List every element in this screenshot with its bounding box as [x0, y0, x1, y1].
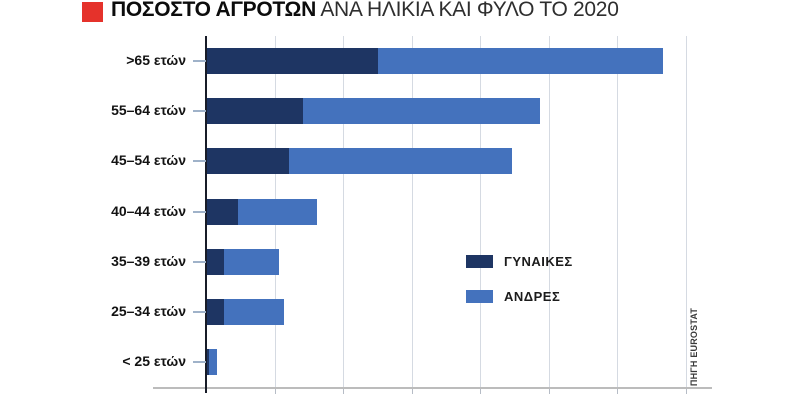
bar-segment-women: [207, 148, 290, 175]
y-axis-tick: [193, 110, 206, 113]
x-axis-tick: [274, 389, 276, 394]
bar-segment-women: [207, 198, 238, 225]
chart-title-bold: ΠΟΣΟΣΤΟ ΑΓΡΟΤΩΝ: [111, 0, 316, 21]
gridline: [548, 36, 550, 387]
bar-segment-men: [289, 148, 513, 175]
chart-title-rest: ΑΝΑ ΗΛΙΚΙΑ ΚΑΙ ΦΥΛΟ ΤΟ 2020: [315, 0, 619, 21]
x-axis-tick: [411, 389, 413, 394]
y-axis-line: [205, 36, 207, 393]
y-axis-tick: [193, 310, 206, 313]
bar-segment-women: [207, 48, 379, 75]
y-axis-label: < 25 ετών: [122, 352, 186, 369]
legend-label: ΑΝΔΡΕΣ: [504, 289, 561, 304]
bar-segment-men: [209, 348, 217, 375]
y-axis-tick: [193, 160, 206, 163]
bar-segment-women: [207, 298, 225, 325]
chart-title: ΠΟΣΟΣΤΟ ΑΓΡΟΤΩΝ ΑΝΑ ΗΛΙΚΙΑ ΚΑΙ ΦΥΛΟ ΤΟ 2…: [111, 0, 619, 22]
legend-label: ΓΥΝΑΙΚΕΣ: [504, 254, 573, 269]
y-axis-tick: [193, 210, 206, 213]
y-axis-label: 45–54 ετών: [111, 152, 186, 169]
gridline: [343, 36, 345, 387]
legend: ΓΥΝΑΙΚΕΣ ΑΝΔΡΕΣ: [466, 254, 573, 324]
bar-segment-women: [207, 248, 225, 275]
gridline: [411, 36, 413, 387]
y-axis-tick: [193, 60, 206, 63]
y-axis-label: 55–64 ετών: [111, 102, 186, 119]
x-axis-tick: [343, 389, 345, 394]
y-axis-label: >65 ετών: [126, 52, 186, 69]
bar-segment-men: [224, 248, 279, 275]
chart-header: ΠΟΣΟΣΤΟ ΑΓΡΟΤΩΝ ΑΝΑ ΗΛΙΚΙΑ ΚΑΙ ΦΥΛΟ ΤΟ 2…: [82, 0, 619, 22]
gridline: [480, 36, 482, 387]
bar-segment-men: [378, 48, 663, 75]
legend-item: ΑΝΔΡΕΣ: [466, 289, 573, 304]
bar-segment-men: [224, 298, 285, 325]
bar-segment-men: [237, 198, 317, 225]
red-bullet-icon: [82, 2, 103, 22]
gridline: [686, 36, 687, 387]
gridline: [617, 36, 619, 387]
x-axis-line: [153, 387, 712, 389]
y-axis-tick: [193, 360, 206, 363]
source-credit: ΠΗΓΗ EUROSTAT: [689, 307, 699, 387]
y-axis-label: 35–39 ετών: [111, 252, 186, 269]
legend-color-swatch: [466, 255, 493, 268]
x-axis-tick: [686, 389, 687, 394]
legend-color-swatch: [466, 290, 493, 303]
x-axis-tick: [548, 389, 550, 394]
legend-item: ΓΥΝΑΙΚΕΣ: [466, 254, 573, 269]
x-axis-tick: [480, 389, 482, 394]
y-axis-label: 25–34 ετών: [111, 302, 186, 319]
bar-segment-women: [207, 348, 210, 375]
y-axis-tick: [193, 260, 206, 263]
y-axis-label: 40–44 ετών: [111, 202, 186, 219]
bar-segment-men: [303, 98, 540, 125]
bar-segment-women: [207, 98, 303, 125]
x-axis-tick: [617, 389, 619, 394]
